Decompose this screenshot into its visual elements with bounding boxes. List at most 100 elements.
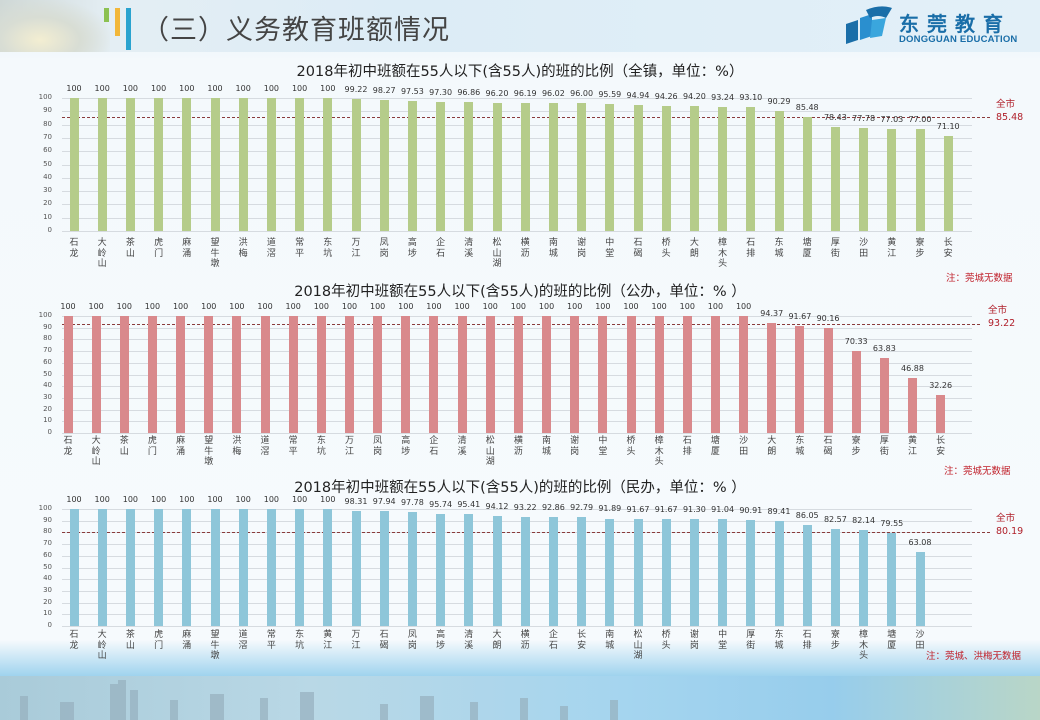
building-shape <box>260 698 268 720</box>
bar <box>661 105 671 231</box>
bar <box>323 509 333 626</box>
x-category-label: 长安 <box>936 436 946 457</box>
bar-value-label: 100 <box>66 495 82 504</box>
bar-value-label: 89.41 <box>767 507 791 517</box>
green-accent-bar <box>104 8 109 22</box>
avg-value-text: 85.48 <box>996 112 1024 123</box>
x-category-label: 茶山 <box>125 238 135 259</box>
x-category-label: 石龙 <box>69 630 79 651</box>
gridline <box>62 111 972 113</box>
city-skyline-footer-image <box>0 676 1040 720</box>
bar <box>710 316 720 433</box>
y-tick-label: 10 <box>43 609 52 618</box>
avg-value-text: 93.22 <box>988 318 1016 329</box>
bar <box>746 519 756 626</box>
bar <box>69 98 79 231</box>
x-category-label: 石排 <box>746 238 756 259</box>
bar <box>379 511 389 626</box>
avg-value-text: 80.19 <box>996 526 1024 537</box>
x-category-label: 桥头 <box>661 630 671 651</box>
bar <box>97 509 107 626</box>
gridline <box>62 177 972 179</box>
x-category-label: 谢岗 <box>577 238 587 259</box>
x-category-label: 麻涌 <box>182 630 192 651</box>
x-category-label: 横沥 <box>520 238 530 259</box>
bar-value-label: 100 <box>66 84 82 93</box>
accent-bars-icon <box>104 8 134 50</box>
x-category-label: 大朗 <box>689 238 699 259</box>
bar-value-label: 32.26 <box>929 381 953 391</box>
gridline <box>62 164 972 166</box>
bar <box>288 316 298 433</box>
gridline <box>62 520 972 522</box>
bar <box>626 316 636 433</box>
x-category-label: 望牛墩 <box>210 630 220 661</box>
gridline <box>62 137 972 139</box>
city-average-label: 全市 85.48 <box>996 98 1023 124</box>
bar <box>154 509 164 626</box>
bar-value-label: 97.53 <box>400 87 424 97</box>
bar <box>232 316 242 433</box>
bar-value-label: 97.78 <box>400 497 424 507</box>
x-category-label: 凤岗 <box>379 238 389 259</box>
bar <box>345 316 354 433</box>
bar <box>859 529 869 626</box>
y-tick-label: 50 <box>43 159 52 168</box>
gridline <box>62 217 972 219</box>
bar <box>689 105 699 231</box>
y-tick-label: 60 <box>43 550 52 559</box>
bar-value-label: 100 <box>679 302 695 311</box>
bar-value-label: 100 <box>291 495 308 504</box>
bar <box>260 316 270 433</box>
bar <box>429 316 439 433</box>
bar-value-label: 100 <box>538 302 555 311</box>
bar <box>577 517 587 626</box>
sunflower-decoration <box>0 0 110 52</box>
x-category-label: 樟木头 <box>859 630 869 661</box>
x-category-label: 东城 <box>774 238 784 259</box>
bar <box>464 514 474 626</box>
chart-private-schools: 2018年初中班额在55人以下(含55人)的班的比例（民办，单位：% ） 全市 … <box>0 474 1040 674</box>
bar-value-label: 94.37 <box>760 308 784 318</box>
gridline <box>62 567 972 569</box>
bar <box>548 517 558 626</box>
x-category-label: 塘厦 <box>802 238 812 259</box>
bar-value-label: 94.20 <box>682 91 706 101</box>
bar <box>210 509 220 626</box>
yellow-accent-bar <box>115 8 120 36</box>
bar-value-label: 100 <box>370 302 386 311</box>
bar <box>436 101 446 231</box>
bar-value-label: 100 <box>313 302 329 311</box>
y-tick-label: 0 <box>47 226 52 234</box>
chart-title: 2018年初中班额在55人以下(含55人)的班的比例（公办，单位：% ） <box>294 284 746 300</box>
x-category-label: 麻涌 <box>176 436 186 457</box>
bar <box>63 316 73 433</box>
bar-value-label: 96.02 <box>541 89 565 99</box>
bar-value-label: 78.43 <box>823 112 847 122</box>
y-tick-label: 90 <box>43 515 52 524</box>
x-category-label: 大朗 <box>492 630 502 651</box>
bar-value-label: 63.83 <box>872 344 896 354</box>
bar-value-label: 100 <box>94 84 110 93</box>
logo-english-text: DONGGUAN EDUCATION <box>899 34 1018 45</box>
x-category-label: 常平 <box>288 436 298 457</box>
x-category-label: 东坑 <box>295 630 305 651</box>
y-tick-label: 80 <box>43 119 52 128</box>
bar-value-label: 91.30 <box>682 505 706 515</box>
building-shape <box>20 696 28 720</box>
bar <box>492 103 502 231</box>
bar <box>351 510 361 626</box>
gridline <box>62 231 972 232</box>
x-category-label: 塘厦 <box>710 436 720 457</box>
bar <box>97 98 107 231</box>
x-category-label: 清溪 <box>464 630 474 651</box>
bar <box>739 316 749 433</box>
bar-value-label: 95.59 <box>598 89 622 99</box>
x-category-label: 企石 <box>429 436 439 457</box>
bar-value-label: 100 <box>707 302 724 311</box>
building-shape <box>520 698 528 720</box>
y-tick-label: 100 <box>38 311 52 319</box>
x-category-label: 高埗 <box>407 238 417 259</box>
bar-value-label: 96.86 <box>457 88 481 98</box>
y-tick-label: 70 <box>43 539 52 548</box>
